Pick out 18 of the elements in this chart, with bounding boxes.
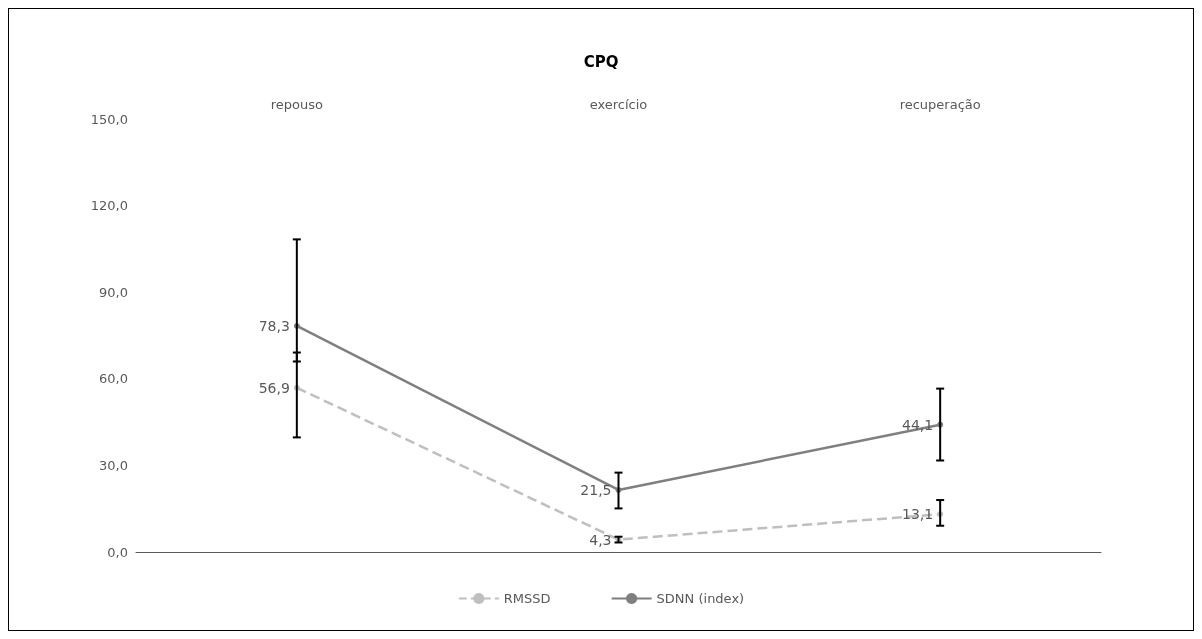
x-tick-label: repouso — [270, 97, 323, 112]
y-tick-label: 120,0 — [90, 198, 128, 214]
y-tick-label: 60,0 — [99, 371, 128, 387]
y-tick-label: 30,0 — [99, 457, 128, 473]
legend-label: SDNN (index) — [656, 591, 745, 606]
data-label: 78,3 — [258, 317, 290, 334]
data-label: 56,9 — [258, 379, 290, 396]
data-label: 13,1 — [901, 506, 934, 523]
y-tick-label: 90,0 — [99, 284, 128, 300]
data-label: 4,3 — [589, 531, 612, 548]
x-tick-label: exercício — [589, 97, 648, 112]
legend-label: RMSSD — [503, 591, 551, 606]
data-label: 21,5 — [580, 481, 612, 498]
data-label: 44,1 — [901, 416, 934, 433]
x-tick-label: recuperação — [899, 97, 981, 112]
chart-title: CPQ — [583, 52, 619, 71]
y-tick-label: 0,0 — [107, 544, 128, 560]
y-tick-label: 150,0 — [90, 111, 128, 127]
